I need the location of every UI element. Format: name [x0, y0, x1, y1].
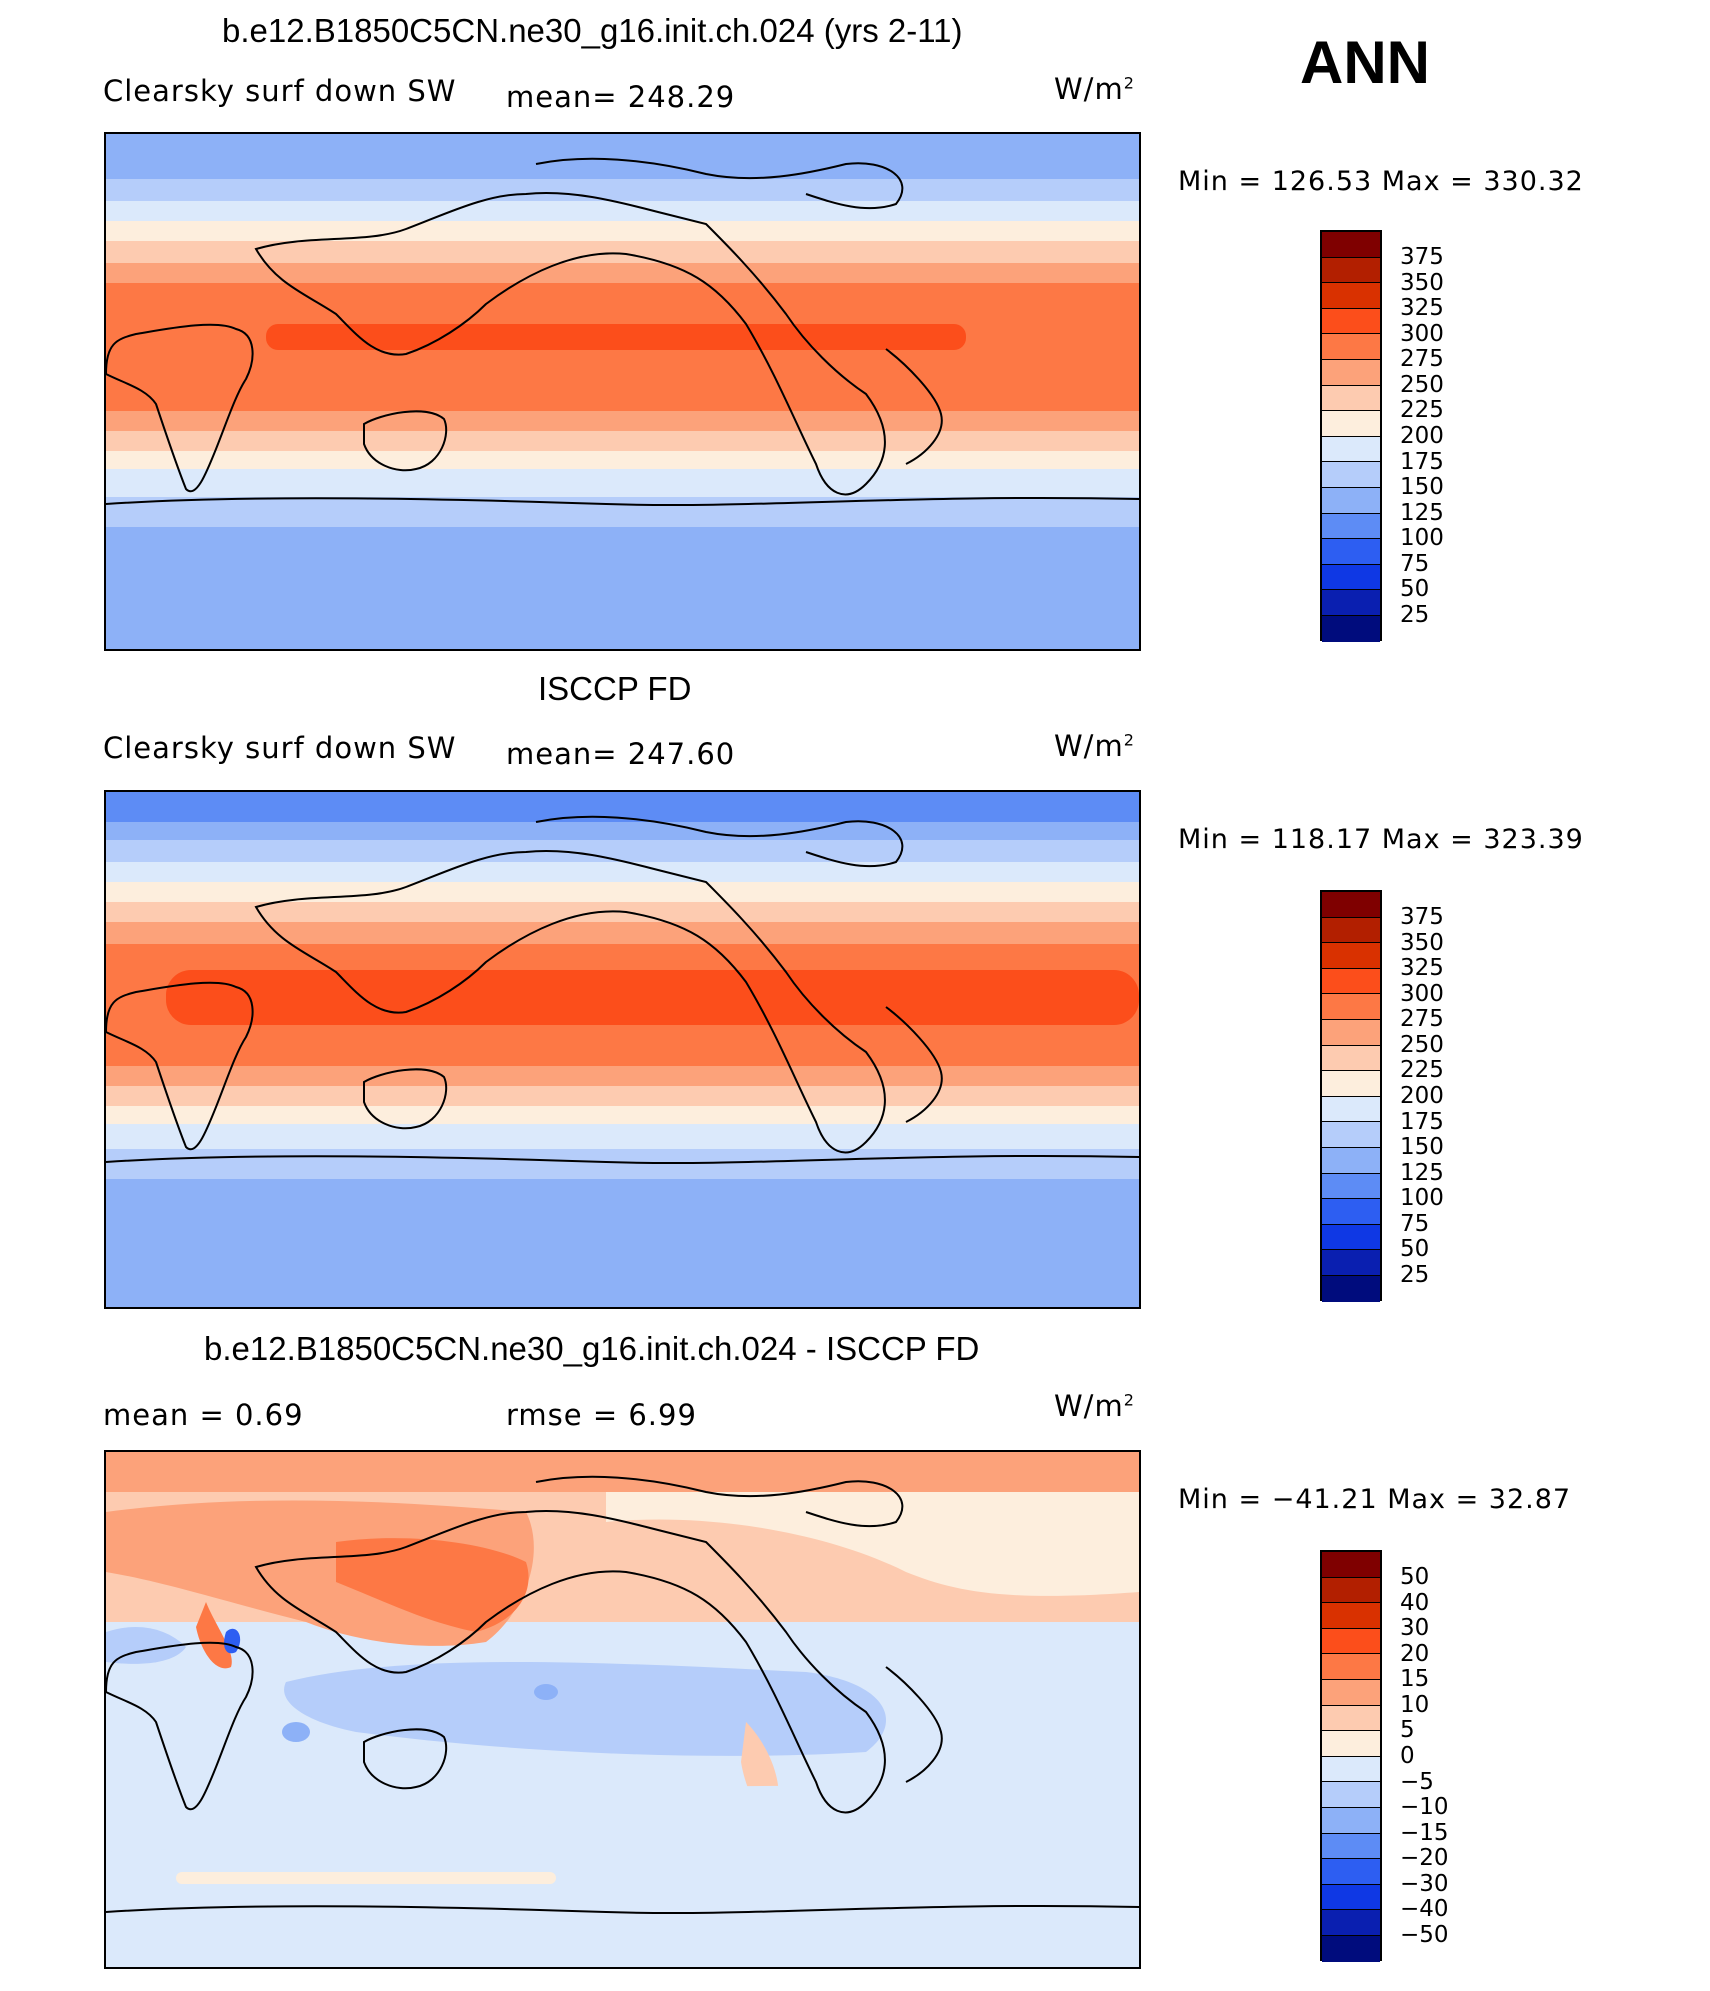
- colorbar-tick: 325: [1400, 295, 1444, 321]
- colorbar-tick: 50: [1400, 1236, 1430, 1262]
- colorbar-tick: 225: [1400, 397, 1444, 423]
- colorbar-tick: 375: [1400, 904, 1444, 930]
- colorbar-tick: 100: [1400, 1185, 1444, 1211]
- season-label: ANN: [1300, 29, 1430, 96]
- colorbar-tick: 275: [1400, 346, 1444, 372]
- colorbar-tick: 50: [1400, 1564, 1430, 1590]
- panel1-units: W/m2: [1054, 72, 1135, 106]
- panel3-title: b.e12.B1850C5CN.ne30_g16.init.ch.024 - I…: [204, 1330, 980, 1367]
- colorbar-tick: 10: [1400, 1692, 1430, 1718]
- panel2-map: [104, 790, 1141, 1309]
- colorbar-tick: 200: [1400, 423, 1444, 449]
- colorbar-tick: 125: [1400, 1160, 1444, 1186]
- panel2-minmax: Min = 118.17 Max = 323.39: [1178, 824, 1584, 855]
- colorbar-tick: −5: [1400, 1769, 1434, 1795]
- colorbar-tick: −15: [1400, 1820, 1449, 1846]
- colorbar-tick: 250: [1400, 372, 1444, 398]
- panel2-title: ISCCP FD: [538, 670, 692, 707]
- colorbar-tick: −30: [1400, 1871, 1449, 1897]
- colorbar-tick: 40: [1400, 1590, 1430, 1616]
- panel3-map-field: [106, 1452, 1139, 1967]
- colorbar-tick: 300: [1400, 981, 1444, 1007]
- colorbar-tick: 25: [1400, 602, 1430, 628]
- panel2-mean: mean= 247.60: [506, 737, 736, 771]
- colorbar-tick: −40: [1400, 1896, 1449, 1922]
- colorbar-tick: 75: [1400, 551, 1430, 577]
- panel1-colorbar: [1320, 230, 1382, 642]
- colorbar-tick: 225: [1400, 1057, 1444, 1083]
- panel1-map: [104, 132, 1141, 651]
- panel2-map-field: [106, 792, 1139, 1307]
- panel3-colorbar: [1320, 1550, 1382, 1962]
- panel3-minmax: Min = −41.21 Max = 32.87: [1178, 1484, 1572, 1515]
- colorbar-tick: 100: [1400, 525, 1444, 551]
- colorbar-tick: 175: [1400, 449, 1444, 475]
- colorbar-tick: 5: [1400, 1717, 1415, 1743]
- colorbar-tick: −50: [1400, 1922, 1449, 1948]
- panel1-map-field: [106, 134, 1139, 649]
- colorbar-tick: 50: [1400, 576, 1430, 602]
- colorbar-tick: 0: [1400, 1743, 1415, 1769]
- colorbar-tick: 30: [1400, 1615, 1430, 1641]
- colorbar-tick: 200: [1400, 1083, 1444, 1109]
- colorbar-tick: 15: [1400, 1666, 1430, 1692]
- panel3-mean: mean = 0.69: [103, 1398, 304, 1432]
- colorbar-tick: 375: [1400, 244, 1444, 270]
- panel1-variable: Clearsky surf down SW: [103, 74, 457, 108]
- panel2-units: W/m2: [1054, 729, 1135, 763]
- colorbar-tick: 300: [1400, 321, 1444, 347]
- colorbar-tick: 150: [1400, 1134, 1444, 1160]
- colorbar-tick: 175: [1400, 1109, 1444, 1135]
- panel1-mean: mean= 248.29: [506, 80, 736, 114]
- colorbar-tick: 350: [1400, 270, 1444, 296]
- colorbar-tick: 20: [1400, 1641, 1430, 1667]
- panel1-minmax: Min = 126.53 Max = 330.32: [1178, 166, 1584, 197]
- colorbar-tick: 150: [1400, 474, 1444, 500]
- colorbar-tick: 25: [1400, 1262, 1430, 1288]
- panel3-map: [104, 1450, 1141, 1969]
- panel2-colorbar: [1320, 890, 1382, 1302]
- colorbar-tick: −20: [1400, 1845, 1449, 1871]
- panel1-title: b.e12.B1850C5CN.ne30_g16.init.ch.024 (yr…: [222, 12, 963, 49]
- colorbar-tick: 325: [1400, 955, 1444, 981]
- colorbar-tick: 350: [1400, 930, 1444, 956]
- colorbar-tick: 75: [1400, 1211, 1430, 1237]
- colorbar-tick: 125: [1400, 500, 1444, 526]
- panel3-rmse: rmse = 6.99: [506, 1398, 697, 1432]
- colorbar-tick: 250: [1400, 1032, 1444, 1058]
- panel3-units: W/m2: [1054, 1389, 1135, 1423]
- colorbar-tick: −10: [1400, 1794, 1449, 1820]
- colorbar-tick: 275: [1400, 1006, 1444, 1032]
- panel2-variable: Clearsky surf down SW: [103, 731, 457, 765]
